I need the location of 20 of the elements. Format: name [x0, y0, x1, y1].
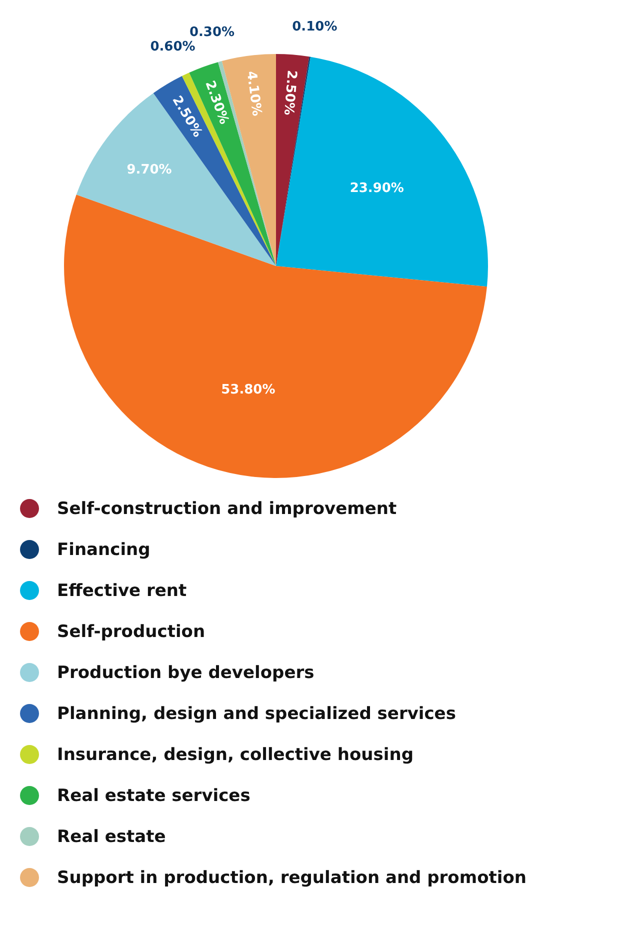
- data-label: 23.90%: [350, 181, 404, 196]
- legend-label: Production bye developers: [57, 662, 314, 682]
- pie-slice: [276, 56, 488, 287]
- pie-slice: [64, 194, 487, 478]
- legend-label: Planning, design and specialized services: [57, 704, 456, 724]
- legend-label: Support in production, regulation and promotion: [57, 868, 526, 888]
- data-label: 4.10%: [243, 70, 264, 117]
- legend-label: Self-production: [57, 622, 206, 642]
- data-label: 2.50%: [280, 70, 299, 116]
- data-label: 0.30%: [189, 25, 235, 40]
- legend-label: Real estate: [57, 826, 166, 846]
- legend-label: Effective rent: [57, 580, 187, 600]
- data-label: 53.80%: [221, 382, 276, 398]
- data-label: 0.60%: [150, 40, 196, 55]
- legend-label: Financing: [57, 540, 150, 560]
- data-label: 9.70%: [126, 162, 172, 178]
- data-label: 0.10%: [292, 20, 338, 35]
- legend-label: Real estate services: [57, 786, 250, 806]
- legend-label: Insurance, design, collective housing: [57, 744, 414, 764]
- legend-label: Self-construction and improvement: [57, 498, 397, 518]
